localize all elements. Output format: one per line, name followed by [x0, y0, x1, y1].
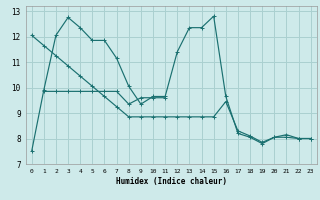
X-axis label: Humidex (Indice chaleur): Humidex (Indice chaleur)	[116, 177, 227, 186]
